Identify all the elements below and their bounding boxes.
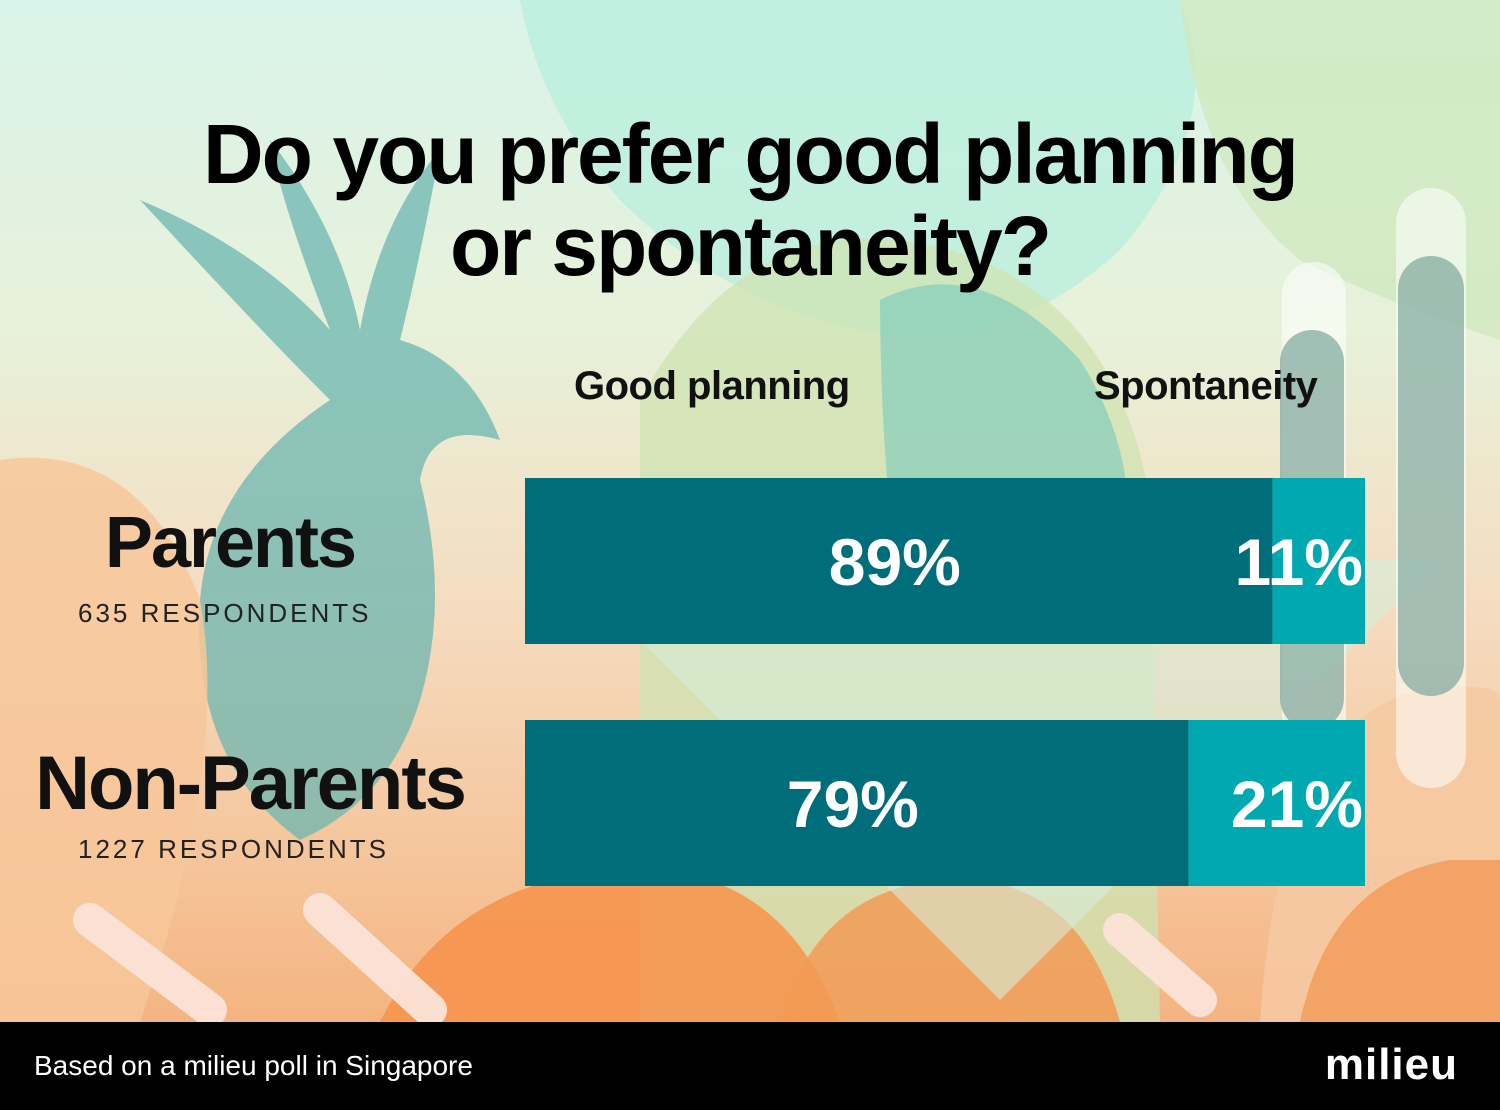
legend-good-planning: Good planning (574, 364, 850, 408)
data-label-non-parents-good-planning: 79% (787, 767, 919, 841)
source-note: Based on a milieu poll in Singapore (34, 1050, 473, 1081)
title-line-1: Do you prefer good planning (203, 107, 1299, 201)
category-label-non-parents: Non-Parents (35, 741, 467, 826)
bar-non-parents-good-planning (525, 720, 1189, 886)
bar-non-parents-spontaneity (1188, 720, 1365, 886)
title-line-2: or spontaneity? (449, 199, 1052, 293)
legend-spontaneity: Spontaneity (1094, 364, 1318, 408)
bar-parents-good-planning (525, 478, 1273, 644)
respondents-parents: 635 RESPONDENTS (78, 598, 372, 628)
data-label-parents-good-planning: 89% (829, 525, 961, 599)
data-label-non-parents-spontaneity: 21% (1231, 767, 1363, 841)
data-label-parents-spontaneity: 11% (1235, 525, 1363, 599)
bar-parents-spontaneity (1272, 478, 1365, 644)
category-label-parents: Parents (104, 503, 357, 583)
footer-bar: Based on a milieu poll in Singapore mili… (0, 1022, 1500, 1110)
chart-title: Do you prefer good planning or spontanei… (0, 108, 1500, 292)
respondents-non-parents: 1227 RESPONDENTS (78, 834, 389, 864)
milieu-logo: milieu (1324, 1040, 1458, 1089)
